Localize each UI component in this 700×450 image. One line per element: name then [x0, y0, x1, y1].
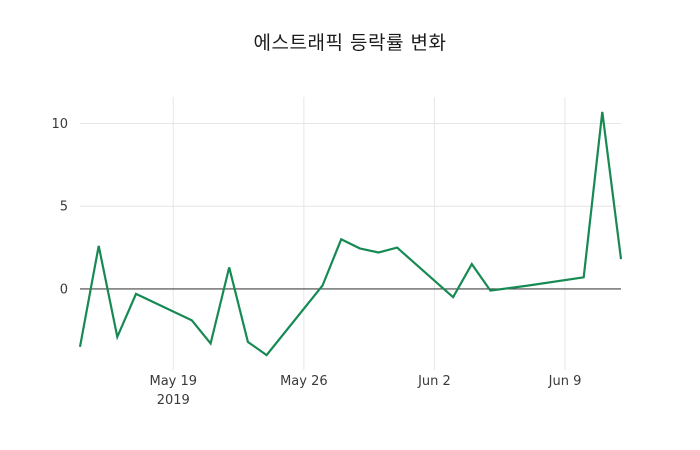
- y-tick-label: 5: [60, 200, 68, 215]
- x-tick-label: Jun 2: [417, 374, 451, 389]
- chart-title: 에스트래픽 등락률 변화: [253, 32, 447, 54]
- series-line: [78, 111, 623, 357]
- x-tick-sublabel: 2019: [157, 393, 190, 408]
- x-tick-label: May 26: [280, 374, 328, 389]
- y-tick-label: 10: [51, 117, 68, 132]
- x-tick-label: Jun 9: [548, 374, 582, 389]
- y-tick-label: 0: [60, 282, 68, 297]
- x-tick-label: May 19: [149, 374, 197, 389]
